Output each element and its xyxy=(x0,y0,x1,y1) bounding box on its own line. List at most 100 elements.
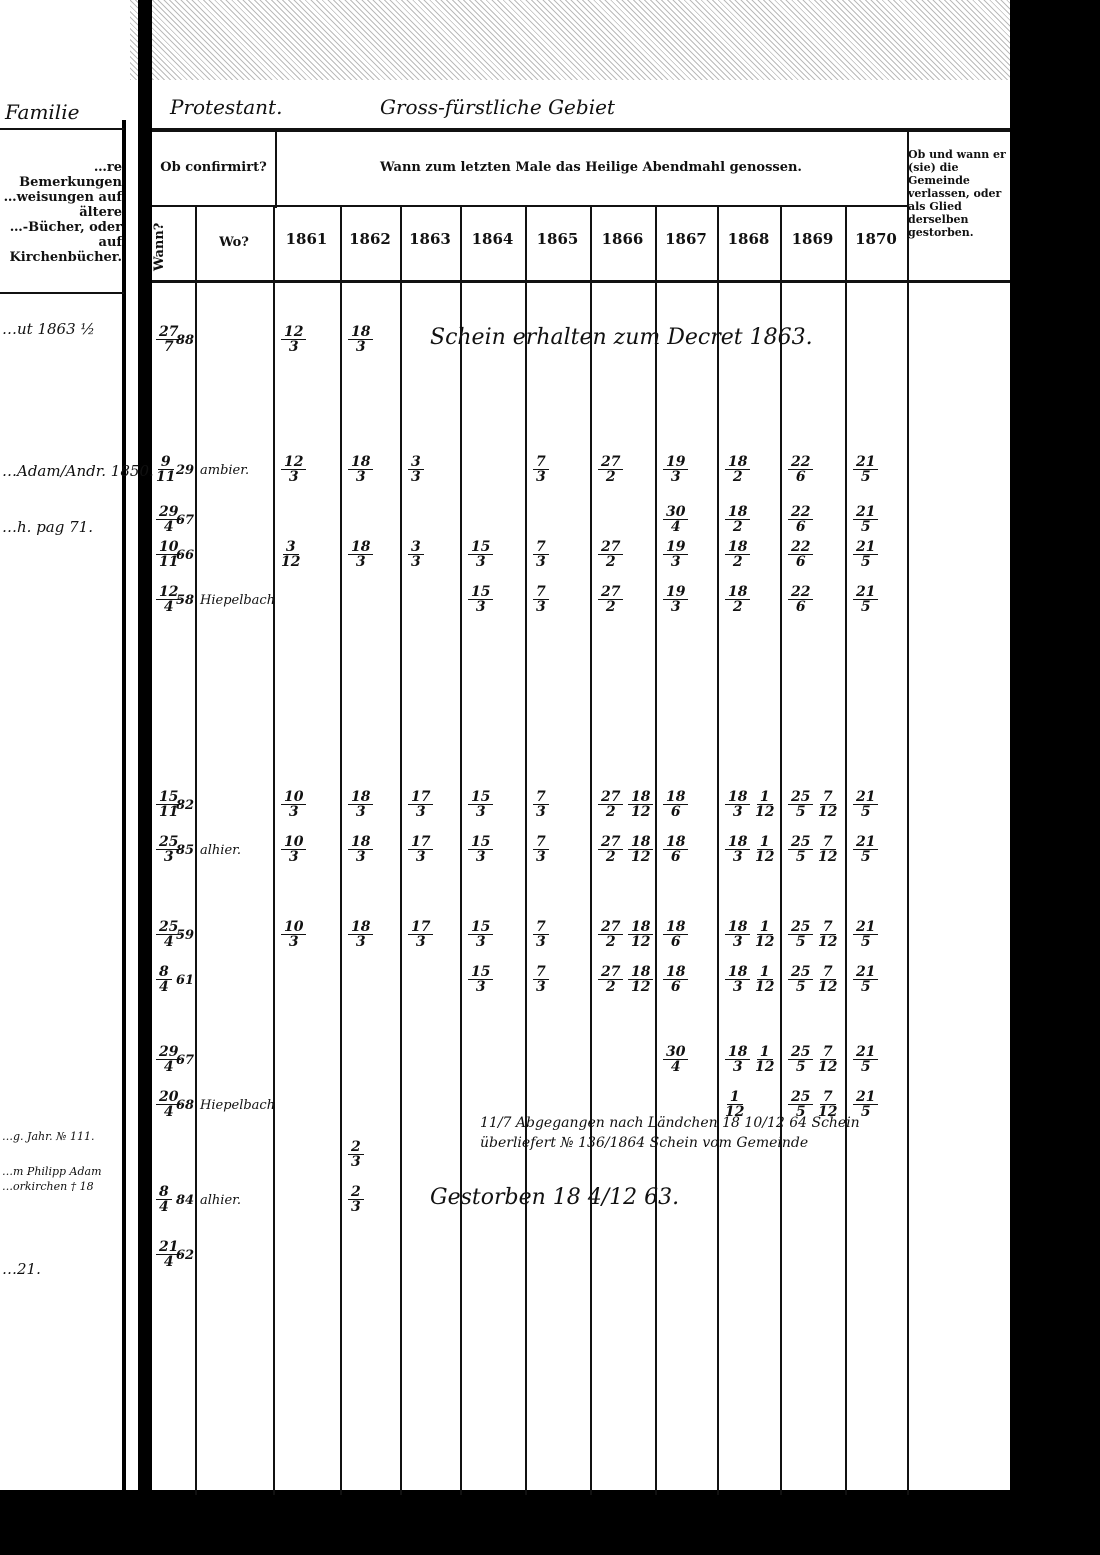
communion-date-1864: 15 3 xyxy=(468,965,494,994)
communion-date-1868: 18 2 xyxy=(725,540,751,569)
communion-date-1868: 18 2 xyxy=(725,585,751,614)
header-when: Wann? xyxy=(152,222,167,272)
confirmation-year: 59 xyxy=(176,928,195,943)
communion-date-1867: 18 6 xyxy=(663,790,689,819)
communion-date-1869: 7 12 xyxy=(818,964,838,995)
communion-date-1867: 19 3 xyxy=(663,455,689,484)
confirmation-date: 27 7 xyxy=(156,325,182,354)
communion-date-1869: 25 5 xyxy=(788,790,814,819)
confirmation-date: 29 4 xyxy=(156,505,182,534)
communion-date-1862: 18 3 xyxy=(348,540,374,569)
year-header-1864: 1864 xyxy=(471,230,514,248)
scan-edge xyxy=(1010,0,1100,1555)
communion-date-1867: 19 3 xyxy=(663,585,689,614)
confirmation-year: 67 xyxy=(176,513,195,528)
communion-date-1861: 12 3 xyxy=(281,455,307,484)
communion-date-1869: 22 6 xyxy=(788,505,814,534)
communion-date-1870: 21 5 xyxy=(853,1045,879,1074)
header-where: Wo? xyxy=(219,235,249,250)
confirmation-year: 61 xyxy=(176,973,195,988)
left-note: …ut 1863 ½ xyxy=(2,320,95,338)
left-header-line: …-Bücher, oder auf xyxy=(9,220,122,250)
header-confirmed: Ob confirmirt? xyxy=(160,160,267,175)
year-header-1866: 1866 xyxy=(601,230,644,248)
communion-date-1869: 25 5 xyxy=(788,1090,814,1119)
communion-date-1868: 18 3 xyxy=(725,835,751,864)
column-line xyxy=(907,205,909,1495)
confirmation-date: 12 4 xyxy=(156,585,182,614)
communion-date-1864: 15 3 xyxy=(468,920,494,949)
year-header-1868: 1868 xyxy=(727,230,770,248)
column-line xyxy=(195,205,197,1495)
confirmation-year: 62 xyxy=(176,1248,195,1263)
communion-date-1866: 27 2 xyxy=(598,585,624,614)
communion-date-1870: 21 5 xyxy=(853,965,879,994)
left-header-line: Kirchenbücher. xyxy=(9,250,122,265)
confirmation-place: alhier. xyxy=(200,1193,242,1208)
communion-date-1869: 22 6 xyxy=(788,585,814,614)
confirmation-year: 88 xyxy=(176,333,195,348)
communion-date-1864: 15 3 xyxy=(468,790,494,819)
communion-date-1869: 7 12 xyxy=(818,1044,838,1075)
communion-date-1866: 27 2 xyxy=(598,965,624,994)
confirmation-date: 25 4 xyxy=(156,920,182,949)
confirmation-year: 67 xyxy=(176,1053,195,1068)
left-note: …h. pag 71. xyxy=(2,518,93,536)
communion-date-1869: 25 5 xyxy=(788,965,814,994)
communion-date-1867: 30 4 xyxy=(663,505,689,534)
confirmation-place: ambier. xyxy=(200,463,250,478)
communion-date-1867: 18 6 xyxy=(663,835,689,864)
left-note: …21. xyxy=(2,1260,41,1278)
communion-date-1866: 27 2 xyxy=(598,920,624,949)
year-header-1863: 1863 xyxy=(409,230,451,248)
left-note: …Adam/Andr. 1850. xyxy=(2,462,154,480)
column-line xyxy=(845,205,847,1495)
communion-date-1862: 18 3 xyxy=(348,835,374,864)
confirmation-date: 15 11 xyxy=(156,790,182,819)
communion-date-1870: 21 5 xyxy=(853,1090,879,1119)
left-note: …g. Jahr. № 111. xyxy=(2,1130,95,1143)
communion-date-1870: 21 5 xyxy=(853,585,879,614)
confirmation-date: 9 11 xyxy=(156,454,176,485)
left-border xyxy=(122,120,126,1500)
communion-date-1868: 1 12 xyxy=(725,1089,745,1120)
communion-date-1866: 27 2 xyxy=(598,835,624,864)
communion-date-1862: 18 3 xyxy=(348,920,374,949)
communion-date-1861: 10 3 xyxy=(281,835,307,864)
communion-date-1870: 21 5 xyxy=(853,835,879,864)
communion-date-1868: 18 3 xyxy=(725,965,751,994)
year-header-1865: 1865 xyxy=(536,230,579,248)
communion-date-1870: 21 5 xyxy=(853,790,879,819)
communion-date-1866: 27 2 xyxy=(598,455,624,484)
confirmation-year: 29 xyxy=(176,463,195,478)
communion-date-1869: 22 6 xyxy=(788,540,814,569)
communion-date-1869: 7 12 xyxy=(818,1089,838,1120)
year-header-1862: 1862 xyxy=(349,230,391,248)
communion-date-1868: 1 12 xyxy=(755,964,775,995)
page-gutter xyxy=(138,0,152,1500)
column-line xyxy=(780,205,782,1495)
communion-date-1868: 18 3 xyxy=(725,1045,751,1074)
year-header-1867: 1867 xyxy=(665,230,707,248)
communion-date-1870: 21 5 xyxy=(853,455,879,484)
communion-date-1868: 1 12 xyxy=(755,1044,775,1075)
left-note: …m Philipp Adam xyxy=(2,1165,102,1178)
confirmation-place: Hiepelbach xyxy=(200,593,276,608)
column-line xyxy=(400,205,402,1495)
communion-date-1869: 25 5 xyxy=(788,835,814,864)
column-line xyxy=(717,205,719,1495)
year-header-1869: 1869 xyxy=(791,230,834,248)
title-handwritten-2: Gross-fürstliche Gebiet xyxy=(380,95,615,119)
confirmation-place: alhier. xyxy=(200,843,242,858)
communion-date-1868: 18 2 xyxy=(725,455,751,484)
confirmation-year: 68 xyxy=(176,1098,195,1113)
left-header-line: …re Bemerkungen xyxy=(19,160,122,190)
